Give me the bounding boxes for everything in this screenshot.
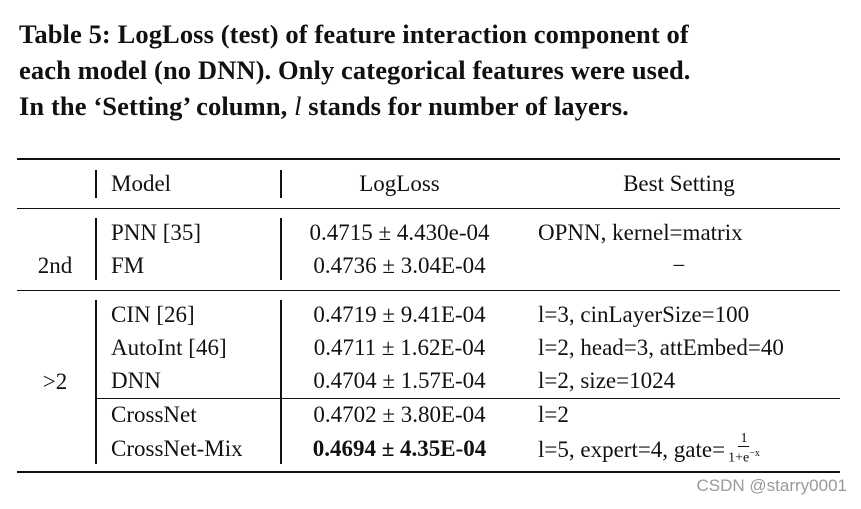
table-row-model: FM — [111, 253, 145, 278]
table-row-logloss: 0.4715 ± 4.430e-04 — [309, 220, 490, 245]
header-setting: Best Setting — [623, 171, 735, 196]
fraction-numerator: 1 — [738, 431, 750, 447]
header-model: Model — [111, 171, 172, 196]
divider-model-loss — [280, 218, 282, 280]
caption-line-1: Table 5: LogLoss (test) of feature inter… — [19, 19, 689, 49]
table-row-setting: OPNN, kernel=matrix — [538, 220, 743, 245]
table-row-logloss: 0.4719 ± 9.41E-04 — [313, 302, 486, 327]
table-row-logloss: 0.4736 ± 3.04E-04 — [313, 253, 486, 278]
table-row-model: AutoInt [46] — [111, 335, 227, 360]
table-row-logloss: 0.4711 ± 1.62E-04 — [313, 335, 486, 360]
fraction-denominator: 1+e−x — [727, 447, 761, 466]
caption-line-3-pre: In the ‘Setting’ column, — [19, 91, 295, 121]
table-row-model: DNN — [111, 368, 161, 393]
divider-group-model — [95, 218, 97, 280]
table-row-model: CIN [26] — [111, 302, 195, 327]
top-rule — [17, 158, 840, 160]
subgroup-rule — [96, 398, 840, 399]
table-row-setting: l=2, head=3, attEmbed=40 — [538, 335, 784, 360]
table-row-model: CrossNet-Mix — [111, 436, 243, 461]
table-row-setting: l=2, size=1024 — [538, 368, 676, 393]
caption-line-2: each model (no DNN). Only categorical fe… — [19, 55, 691, 85]
header-logloss: LogLoss — [359, 171, 440, 196]
table-row-logloss: 0.4704 ± 1.57E-04 — [313, 368, 486, 393]
caption-layer-variable: l — [294, 91, 302, 121]
fraction-exponent: −x — [749, 448, 760, 459]
divider-group-model — [95, 170, 97, 198]
caption-line-3: In the ‘Setting’ column, l stands for nu… — [19, 88, 849, 124]
setting-text: l=5, expert=4, gate= — [538, 437, 726, 463]
caption-line-3-post: stands for number of layers. — [301, 91, 629, 121]
fraction-denominator-base: 1+e — [728, 450, 750, 466]
group-label-gt2: >2 — [42, 369, 68, 394]
divider-group-model — [95, 300, 97, 464]
gate-fraction: 1 1+e−x — [727, 432, 761, 466]
group-label-2nd: 2nd — [37, 253, 73, 278]
table-row-setting: − — [672, 253, 686, 278]
watermark: CSDN @starry0001 — [696, 476, 847, 495]
table-caption: Table 5: LogLoss (test) of feature inter… — [19, 16, 849, 124]
table-row-setting: l=2 — [538, 402, 569, 427]
bottom-rule — [17, 471, 840, 473]
group-rule — [17, 290, 840, 291]
table-row-logloss: 0.4702 ± 3.80E-04 — [313, 402, 486, 427]
divider-model-loss — [280, 170, 282, 198]
table-row-setting: l=5, expert=4, gate= 1 1+e−x — [538, 432, 761, 469]
table-row-model: CrossNet — [111, 402, 197, 427]
header-rule — [17, 208, 840, 209]
table-row-logloss-best: 0.4694 ± 4.35E-04 — [312, 436, 487, 461]
table-row-setting: l=3, cinLayerSize=100 — [538, 302, 750, 327]
table-row-model: PNN [35] — [111, 220, 202, 245]
divider-model-loss — [280, 300, 282, 464]
